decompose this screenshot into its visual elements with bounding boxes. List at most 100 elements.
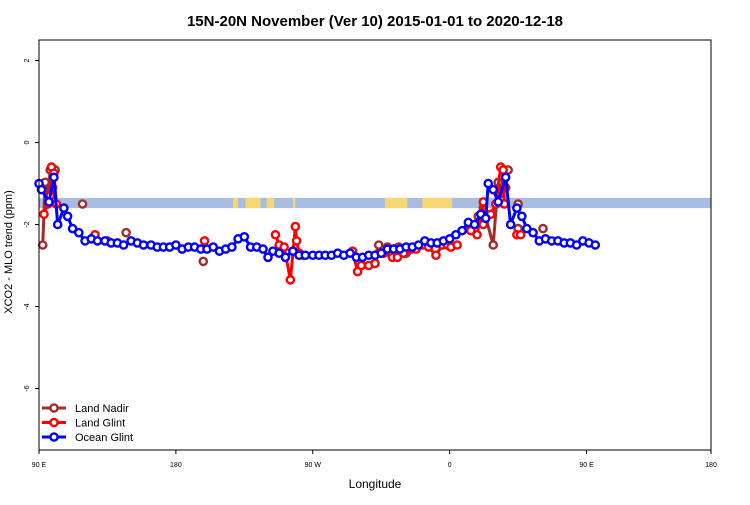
data-point [444,234,455,244]
x-tick-label: 90 W [305,462,322,469]
data-point [118,240,129,250]
axes-layer: 90 E 180 90 W 0 90 E 180 2 0 -2 -4 -6 [24,39,717,469]
data-point [208,242,219,252]
y-tick-label: -6 [24,385,31,391]
data-point [288,246,298,256]
data-point [37,240,48,250]
legend-label: Land Nadir [75,403,129,415]
data-point [392,252,403,263]
legend-item-land-nadir: Land Nadir [42,403,129,415]
series-ocean-glint [34,172,601,263]
y-axis-label: XCO2 - MLO trend (ppm) [3,190,15,313]
data-point [263,252,273,263]
map-band-land [384,197,408,209]
data-point [67,223,78,234]
data-point [345,248,355,258]
y-tick-label: -2 [24,221,31,227]
x-tick-label: 180 [170,462,182,469]
data-point [44,197,54,207]
map-band-land [266,197,275,209]
data-point [528,227,538,238]
data-point [452,240,462,250]
y-tick-label: 0 [24,140,31,144]
x-tick-label: 90 E [579,462,594,469]
data-point [376,248,387,258]
legend-label: Land Glint [75,418,125,430]
series-layer [34,162,601,285]
data-point [279,242,289,252]
data-point [538,223,548,234]
chart-title: 15N-20N November (Ver 10) 2015-01-01 to … [187,13,563,30]
data-point [483,178,494,189]
legend-marker [49,417,59,428]
data-point [198,256,209,267]
legend-item-ocean-glint: Ocean Glint [42,432,133,444]
data-point [493,197,504,207]
x-tick-label: 90 E [32,462,47,469]
data-point [571,240,582,250]
map-band-land [245,197,261,209]
data-point [590,240,601,250]
data-point [258,244,268,254]
map-band [39,197,711,209]
data-point [239,231,250,242]
data-point [431,250,441,261]
data-point [498,165,508,175]
data-point [512,203,522,213]
data-point [121,227,131,238]
chart-legend: Land Nadir Land Glint Ocean Glint [42,403,133,444]
data-point [488,184,499,195]
data-point [62,211,73,222]
data-point [92,236,103,246]
data-point [270,229,281,240]
data-point [285,275,296,285]
x-tick-label: 0 [448,462,452,469]
data-point [356,260,367,271]
data-point [52,219,63,230]
data-point [522,223,532,234]
data-point [505,219,516,230]
data-point [300,250,311,261]
data-point [74,227,84,238]
data-point [457,225,467,236]
x-axis-label: Longitude [349,477,402,491]
data-point [77,199,88,209]
map-band-land [233,197,239,209]
map-band-land [292,197,296,209]
data-point [49,172,59,183]
data-point [291,236,302,246]
data-point [274,248,284,258]
data-point [370,258,380,269]
x-tick-label: 180 [705,462,717,469]
y-tick-label: 2 [24,58,31,62]
data-point [488,240,499,250]
data-point [290,221,301,232]
map-band-ocean [39,197,711,209]
data-point [515,229,526,240]
data-point [280,252,291,263]
data-point [451,229,461,240]
data-point [227,242,237,252]
data-point [59,203,69,213]
data-point [469,219,480,230]
data-point [413,240,424,250]
legend-marker [49,432,59,442]
data-point [171,240,181,250]
map-band-land [442,197,453,209]
data-point [472,229,482,240]
data-point [500,172,511,183]
data-point [373,240,384,250]
legend-item-land-glint: Land Glint [42,418,125,430]
map-band-land [422,197,445,209]
series-land-glint [39,162,526,285]
data-point [39,209,49,220]
data-point [36,184,47,195]
y-tick-label: -4 [24,303,31,309]
plot-frame [38,39,712,451]
data-point [480,213,491,224]
legend-label: Ocean Glint [75,432,133,444]
data-point [199,236,210,246]
data-point [517,211,527,222]
